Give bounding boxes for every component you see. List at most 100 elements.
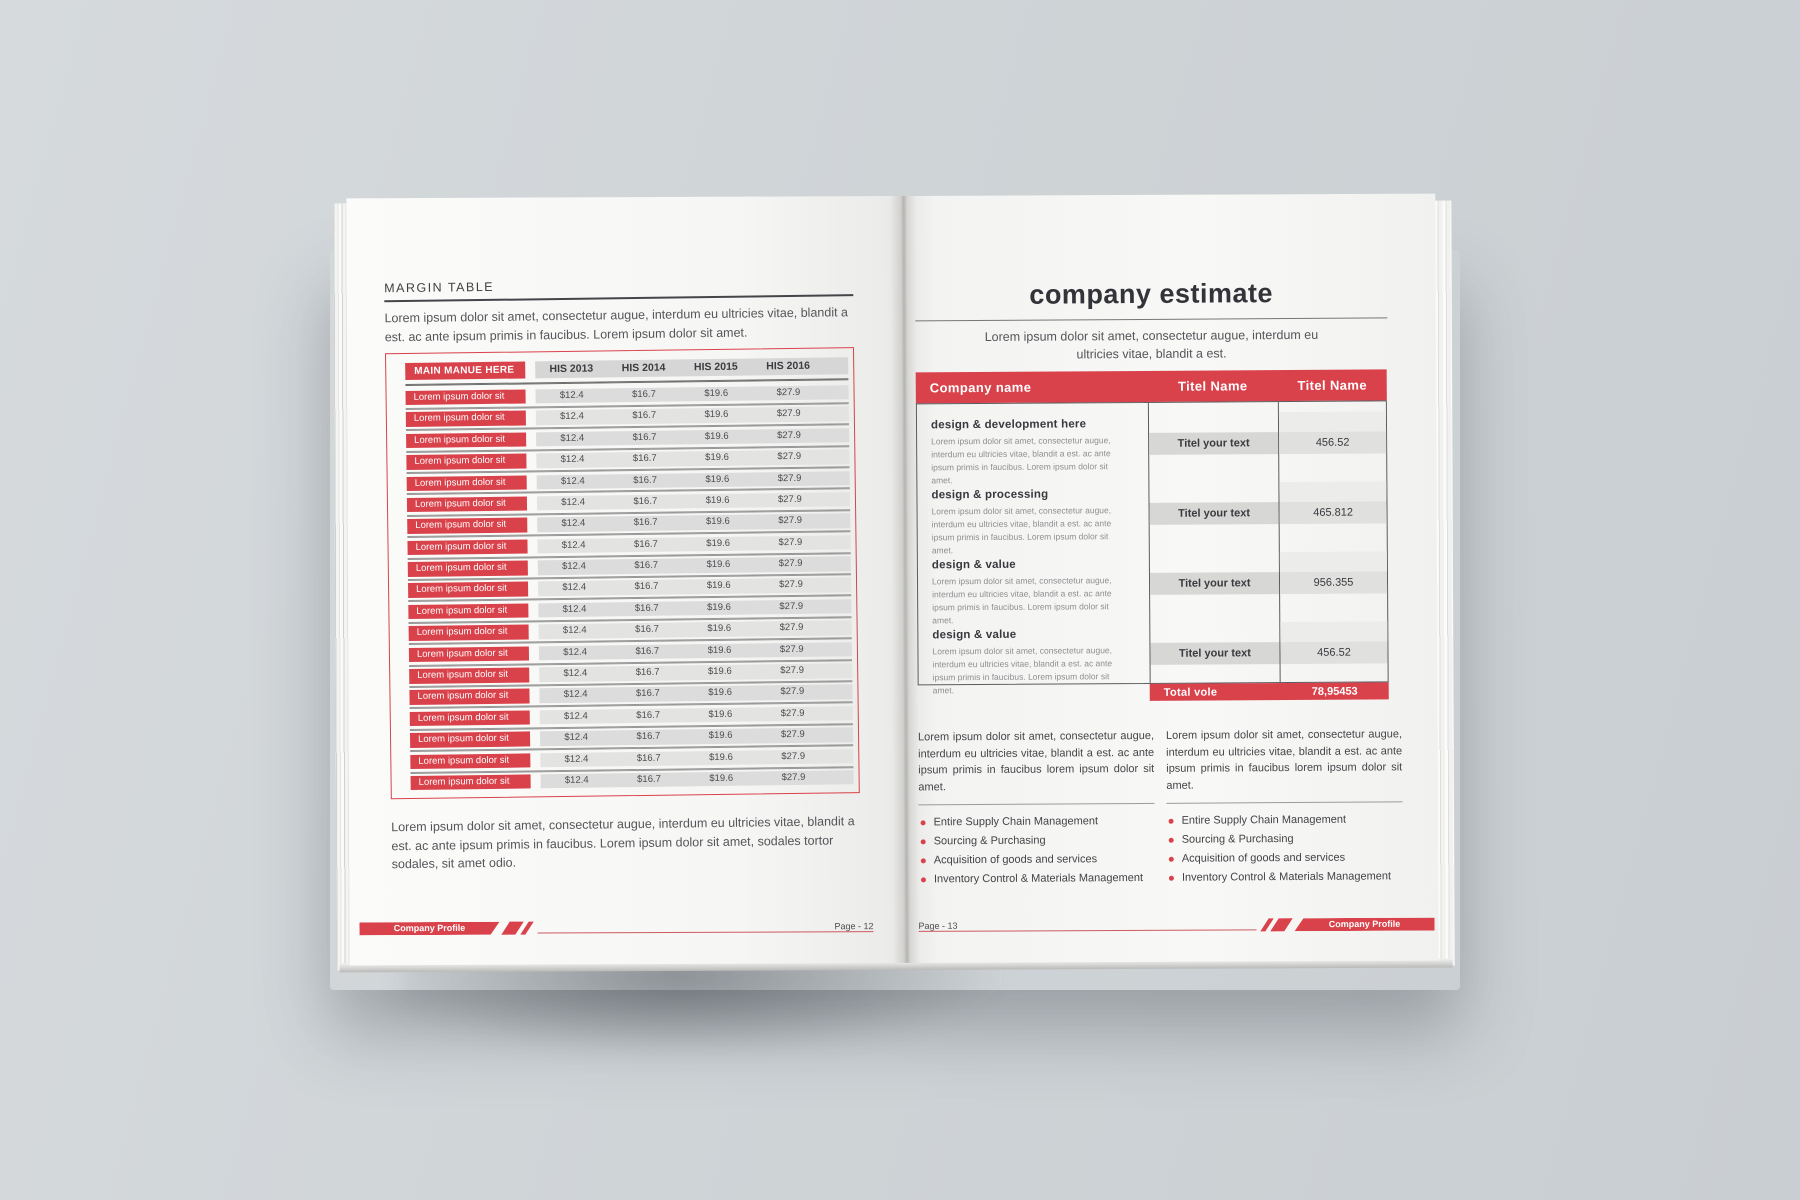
margin-table-value: $12.4	[564, 731, 589, 744]
margin-table-value: $19.6	[707, 644, 732, 656]
margin-table-row-label: Lorem ipsum dolor sit	[409, 731, 531, 748]
margin-table-value: $16.7	[633, 538, 658, 550]
margin-table-row-values: $12.4 $16.7 $19.6 $27.9	[539, 684, 853, 704]
column-paragraph: Lorem ipsum dolor sit amet, consectetur …	[1165, 728, 1403, 792]
estimate-row-value: 956.355	[1279, 571, 1388, 595]
margin-table-value: $19.6	[708, 751, 733, 763]
margin-table-value: $16.7	[631, 388, 656, 401]
margin-table-value: $16.7	[633, 495, 658, 507]
margin-table-value: $16.7	[632, 431, 657, 443]
margin-table-value: $19.6	[705, 516, 730, 528]
footer-company-badge: Company Profile	[1294, 918, 1434, 932]
margin-table-value: $27.9	[780, 664, 805, 677]
margin-table: MAIN MANUE HERE HIS 2013 HIS 2014 HIS 2015…	[384, 346, 860, 800]
margin-table-row-label: Lorem ipsum dolor sit	[408, 646, 530, 663]
stripe	[1279, 481, 1387, 503]
margin-table-value: $27.9	[779, 622, 804, 634]
margin-table-value: $16.7	[636, 709, 661, 721]
margin-table-value: $27.9	[780, 686, 805, 698]
estimate-row-description-cell: design & value Lorem ipsum dolor sit amet…	[918, 543, 1149, 625]
column-rule	[1166, 801, 1403, 805]
margin-table-row-label: Lorem ipsum dolor sit	[406, 432, 527, 449]
margin-table-value: $27.9	[778, 515, 803, 527]
footer-rule	[918, 929, 1257, 932]
estimate-row-label-cell: Titel your text	[1149, 612, 1280, 684]
margin-table-value: $12.4	[562, 582, 587, 594]
estimate-row-heading: design & value	[932, 629, 1017, 642]
margin-table-value: $12.4	[561, 539, 586, 551]
margin-table-value: $16.7	[634, 602, 659, 614]
estimate-table-header: Company name Titel Name Titel Name	[915, 369, 1387, 404]
text-column: Lorem ipsum dolor sit amet, consectetur …	[918, 728, 1155, 889]
margin-table-value: $12.4	[562, 603, 587, 615]
stripe	[1150, 622, 1279, 643]
margin-table-row-values: $12.4 $16.7 $19.6 $27.9	[538, 641, 853, 661]
estimate-table-body: design & development here Lorem ipsum dol…	[915, 400, 1389, 695]
outro-paragraph: Lorem ipsum dolor sit amet, consectetur …	[391, 814, 855, 872]
margin-table-row-values: $12.4 $16.7 $19.6 $27.9	[540, 748, 854, 768]
margin-table-value: $16.7	[636, 730, 661, 743]
page-number: Page - 12	[834, 921, 874, 932]
margin-table-value: $12.4	[560, 432, 585, 444]
margin-table-value: $16.7	[633, 517, 658, 529]
margin-table-row-label: Lorem ipsum dolor sit	[405, 410, 526, 427]
open-brochure: MARGIN TABLE Lorem ipsum dolor sit amet,…	[333, 193, 1455, 973]
margin-table-value: $19.6	[709, 772, 734, 785]
left-page-footer: Company Profile Page - 12	[359, 920, 874, 936]
margin-table-value: $12.4	[561, 560, 586, 573]
estimate-row-value-cell: 456.52	[1279, 611, 1388, 683]
intro-paragraph: Lorem ipsum dolor sit amet, consectetur …	[384, 305, 849, 345]
estimate-row-heading: design & development here	[930, 418, 1087, 432]
margin-table-row-label: Lorem ipsum dolor sit	[408, 624, 529, 641]
margin-table-value: $27.9	[780, 729, 805, 741]
margin-table-row-label: Lorem ipsum dolor sit	[409, 710, 530, 727]
bullet-item: Acquisition of goods and services	[1167, 848, 1403, 868]
bullet-list: Entire Supply Chain Management Sourcing &…	[919, 812, 1155, 889]
bullet-item: Inventory Control & Materials Management	[919, 869, 1155, 889]
intro-paragraph: Lorem ipsum dolor sit amet, consectetur …	[984, 327, 1319, 362]
margin-table-menu-header: MAIN MANUE HERE	[405, 360, 526, 380]
estimate-row-label-cell: Titel your text	[1148, 472, 1279, 544]
bullet-item: Acquisition of goods and services	[919, 850, 1155, 870]
margin-table-row-values: $12.4 $16.7 $19.6 $27.9	[539, 706, 853, 725]
bullet-list: Entire Supply Chain Management Sourcing &…	[1167, 811, 1403, 888]
column-rule	[918, 803, 1155, 806]
column-paragraph: Lorem ipsum dolor sit amet, consectetur …	[917, 730, 1155, 794]
text-column: Lorem ipsum dolor sit amet, consectetur …	[1166, 727, 1403, 888]
estimate-row-label: Titel your text	[1149, 432, 1279, 456]
margin-table-row-values: $12.4 $16.7 $19.6 $27.9	[535, 406, 849, 426]
estimate-row-label: Titel your text	[1150, 642, 1280, 666]
margin-table-row-label: Lorem ipsum dolor sit	[409, 688, 530, 705]
margin-table-value: $12.4	[563, 667, 588, 680]
margin-table-row-values: $12.4 $16.7 $19.6 $27.9	[538, 620, 852, 640]
margin-table-value: $12.4	[563, 646, 588, 658]
margin-table-value: $16.7	[637, 773, 661, 786]
margin-table-value: $12.4	[560, 411, 584, 423]
margin-table-row-label: Lorem ipsum dolor sit	[410, 753, 531, 770]
margin-table-row-label: Lorem ipsum dolor sit	[408, 581, 529, 598]
margin-table-value: $19.6	[704, 430, 729, 442]
margin-table-value: $27.9	[777, 429, 801, 441]
margin-table-value: $19.6	[707, 623, 732, 635]
page-title: company estimate	[1029, 278, 1274, 310]
margin-table-value: $19.6	[704, 387, 729, 400]
margin-table-value: $19.6	[705, 451, 729, 464]
margin-table-row-values: $12.4 $16.7 $19.6 $27.9	[540, 770, 854, 789]
estimate-row-value-cell: 456.52	[1277, 401, 1387, 473]
margin-table-row-values: $12.4 $16.7 $19.6 $27.9	[537, 513, 851, 533]
margin-table-value: $16.7	[632, 452, 657, 465]
bullet-item: Inventory Control & Materials Management	[1167, 867, 1403, 887]
stripe	[1279, 551, 1387, 573]
margin-table-value: $12.4	[563, 689, 588, 701]
estimate-row-label-cell: Titel your text	[1147, 402, 1279, 474]
margin-table-column-label: HIS 2013	[549, 362, 594, 375]
margin-table-value: $27.9	[779, 643, 804, 655]
margin-table-value: $27.9	[776, 408, 801, 420]
margin-table-row-label: Lorem ipsum dolor sit	[407, 517, 528, 534]
bullet-item: Entire Supply Chain Management	[1167, 811, 1403, 831]
margin-table-value: $27.9	[778, 557, 803, 570]
margin-table-row-label: Lorem ipsum dolor sit	[407, 539, 528, 556]
margin-table-row-label: Lorem ipsum dolor sit	[408, 603, 529, 620]
margin-table-row-label: Lorem ipsum dolor sit	[410, 774, 531, 791]
footer-slash-icon	[1270, 918, 1293, 932]
